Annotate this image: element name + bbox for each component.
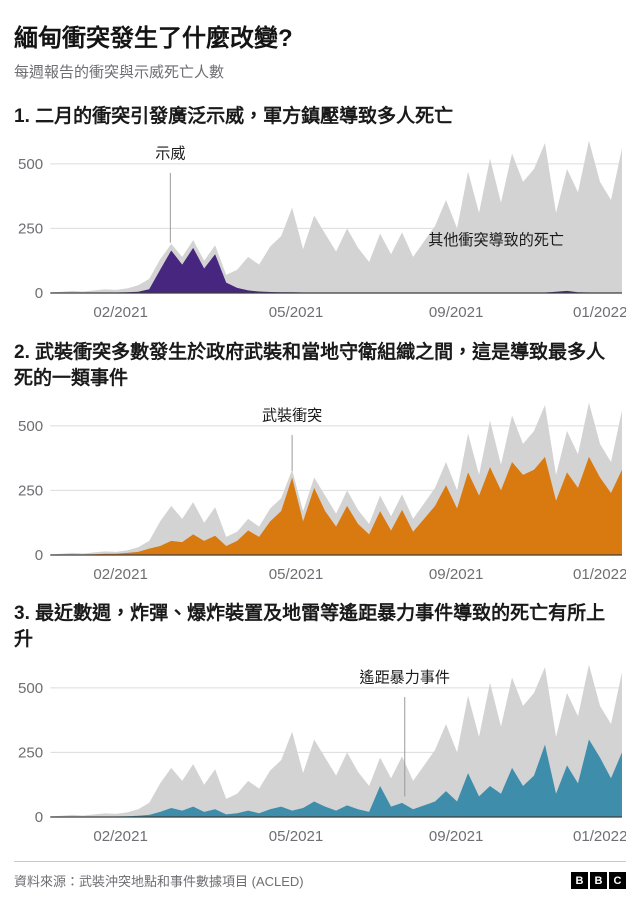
x-tick-label: 02/2021 <box>93 828 148 845</box>
source-note: 資料來源：武裝沖突地點和事件數據項目 (ACLED) <box>14 874 304 889</box>
y-tick-label: 250 <box>18 482 43 499</box>
chart-2-heading: 2. 武裝衝突多數發生於政府武裝和當地守衛組織之間，這是導致最多人死的一類事件 <box>14 341 606 389</box>
x-tick-label: 09/2021 <box>429 566 484 583</box>
page-title: 緬甸衝突發生了什麼改變? <box>14 25 293 52</box>
y-tick-label: 500 <box>18 156 43 173</box>
y-tick-label: 0 <box>35 285 43 302</box>
y-tick-label: 500 <box>18 680 43 697</box>
annotation-label: 遙距暴力事件 <box>360 669 450 686</box>
page-subtitle: 每週報告的衝突與示威死亡人數 <box>14 64 225 81</box>
footer: 資料來源：武裝沖突地點和事件數據項目 (ACLED) B B C <box>14 861 626 900</box>
x-tick-label: 02/2021 <box>93 304 148 321</box>
y-tick-label: 0 <box>35 809 43 826</box>
x-tick-label: 02/2021 <box>93 566 148 583</box>
chart-1-heading: 1. 二月的衝突引發廣泛示威，軍方鎮壓導致多人死亡 <box>14 106 454 127</box>
chart-3-heading: 3. 最近數週，炸彈、爆炸裝置及地雷等遙距暴力事件導致的死亡有所上升 <box>14 603 606 651</box>
x-tick-label: 05/2021 <box>269 304 324 321</box>
annotation-label: 武裝衝突 <box>262 408 322 425</box>
x-tick-label: 05/2021 <box>269 828 324 845</box>
bbc-logo-letter-b1: B <box>571 872 588 889</box>
x-tick-label: 09/2021 <box>429 304 484 321</box>
annotation-label: 示威 <box>155 146 185 163</box>
chart-svg-2: 0 250 500 02/2021 05/2021 09/2021 01/2022 武裝衝突 <box>18 402 626 583</box>
bbc-logo-letter-c: C <box>609 872 626 889</box>
series-area <box>50 739 622 817</box>
y-tick-label: 250 <box>18 221 43 238</box>
chart-section-remote-violence: 3. 最近數週，炸彈、爆炸裝置及地雷等遙距暴力事件導致的死亡有所上升 0 250 5… <box>14 593 626 855</box>
y-tick-label: 0 <box>35 547 43 564</box>
series-area <box>50 456 622 555</box>
x-tick-label: 01/2022 <box>573 304 626 321</box>
series-area <box>50 248 622 294</box>
other-deaths-label: 其他衝突導致的死亡 <box>428 232 564 249</box>
bbc-logo-letter-b2: B <box>590 872 607 889</box>
total-deaths-area <box>50 664 622 817</box>
y-tick-label: 500 <box>18 418 43 435</box>
x-tick-label: 09/2021 <box>429 828 484 845</box>
x-tick-label: 01/2022 <box>573 566 626 583</box>
bbc-logo: B B C <box>571 872 626 889</box>
chart-section-armed-clashes: 2. 武裝衝突多數發生於政府武裝和當地守衛組織之間，這是導致最多人死的一類事件 … <box>14 332 626 594</box>
x-tick-label: 01/2022 <box>573 828 626 845</box>
chart-section-protests: 1. 二月的衝突引發廣泛示威，軍方鎮壓導致多人死亡 0 250 500 02/2021… <box>14 96 626 332</box>
chart-svg-1: 0 250 500 02/2021 05/2021 09/2021 01/2022 示威其他衝… <box>18 140 626 321</box>
y-tick-label: 250 <box>18 744 43 761</box>
x-tick-label: 05/2021 <box>269 566 324 583</box>
chart-svg-3: 0 250 500 02/2021 05/2021 09/2021 01/2022 遙距暴力事… <box>18 664 626 845</box>
